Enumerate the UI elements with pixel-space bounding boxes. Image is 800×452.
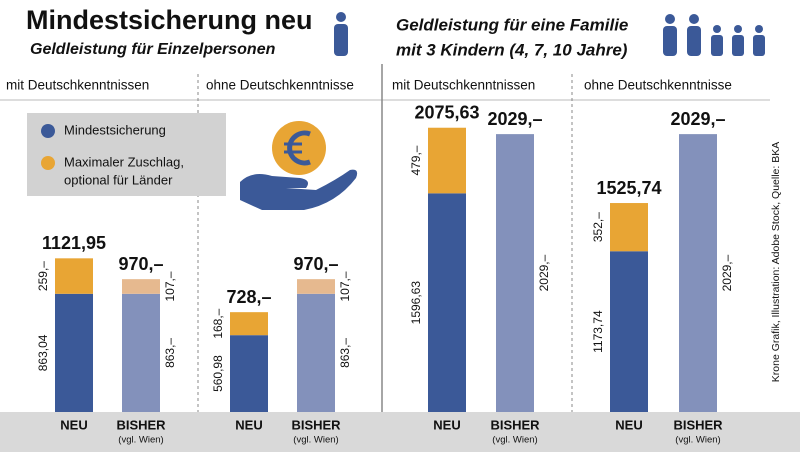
bar-segment <box>428 193 466 412</box>
bar-segment <box>496 134 534 412</box>
segment-label: 2029,– <box>720 254 734 291</box>
category-note: (vgl. Wien) <box>118 435 163 446</box>
main-title: Mindestsicherung neu <box>26 5 313 35</box>
legend-box <box>27 113 226 196</box>
panel-title: ohne Deutschkenntnisse <box>206 78 354 93</box>
segment-label: 863,– <box>163 338 177 368</box>
segment-label: 863,04 <box>36 334 50 371</box>
total-label: 2075,63 <box>414 102 479 122</box>
total-label: 970,– <box>118 254 163 274</box>
bar-segment <box>230 312 268 336</box>
legend-swatch <box>41 156 55 170</box>
segment-label: 107,– <box>163 271 177 301</box>
total-label: 2029,– <box>487 109 542 129</box>
total-label: 728,– <box>226 287 271 307</box>
legend-label: optional für Länder <box>64 172 173 187</box>
bar-segment <box>230 335 268 412</box>
bar-segment <box>610 203 648 252</box>
bar-segment <box>428 127 466 194</box>
category-label: NEU <box>615 417 642 432</box>
subtitle-right: mit 3 Kindern (4, 7, 10 Jahre) <box>396 40 628 59</box>
credit: Krone Grafik, Illustration: Adobe Stock,… <box>770 142 782 382</box>
category-note: (vgl. Wien) <box>675 435 720 446</box>
segment-label: 352,– <box>591 212 605 242</box>
segment-label: 107,– <box>338 271 352 301</box>
panel-title: ohne Deutschkenntnisse <box>584 78 732 93</box>
legend-swatch <box>41 124 55 138</box>
bar-segment <box>122 279 160 294</box>
euro-hand-icon <box>240 121 358 210</box>
category-label: BISHER <box>490 417 540 432</box>
total-label: 1525,74 <box>596 178 661 198</box>
segment-label: 1596,63 <box>409 281 423 325</box>
category-label: NEU <box>60 417 87 432</box>
subtitle-right: Geldleistung für eine Familie <box>396 15 628 34</box>
panel-title: mit Deutschkenntnissen <box>6 78 149 93</box>
segment-label: 560,98 <box>211 355 225 392</box>
category-label: BISHER <box>116 417 166 432</box>
bar-segment <box>122 293 160 412</box>
bar-segment <box>297 279 335 294</box>
bar-segment <box>297 293 335 412</box>
total-label: 1121,95 <box>42 233 106 253</box>
subtitle-left: Geldleistung für Einzelpersonen <box>30 41 276 58</box>
segment-label: 863,– <box>338 338 352 368</box>
category-label: NEU <box>235 417 262 432</box>
legend-label: Mindestsicherung <box>64 122 166 137</box>
category-note: (vgl. Wien) <box>492 435 537 446</box>
total-label: 2029,– <box>670 109 725 129</box>
person-icons <box>334 12 765 56</box>
category-label: BISHER <box>673 417 723 432</box>
segment-label: 259,– <box>36 261 50 291</box>
segment-label: 479,– <box>409 145 423 175</box>
segment-label: 1173,74 <box>591 310 605 353</box>
bar-segment <box>679 134 717 412</box>
segment-label: 2029,– <box>537 254 551 291</box>
panel-title: mit Deutschkenntnissen <box>392 78 535 93</box>
total-label: 970,– <box>293 254 338 274</box>
category-label: BISHER <box>291 417 341 432</box>
bottom-strip <box>0 412 800 452</box>
bar-segment <box>610 251 648 412</box>
bar-segment <box>55 293 93 412</box>
category-note: (vgl. Wien) <box>293 435 338 446</box>
legend-label: Maximaler Zuschlag, <box>64 154 184 169</box>
category-label: NEU <box>433 417 460 432</box>
bar-segment <box>55 258 93 294</box>
segment-label: 168,– <box>211 308 225 338</box>
